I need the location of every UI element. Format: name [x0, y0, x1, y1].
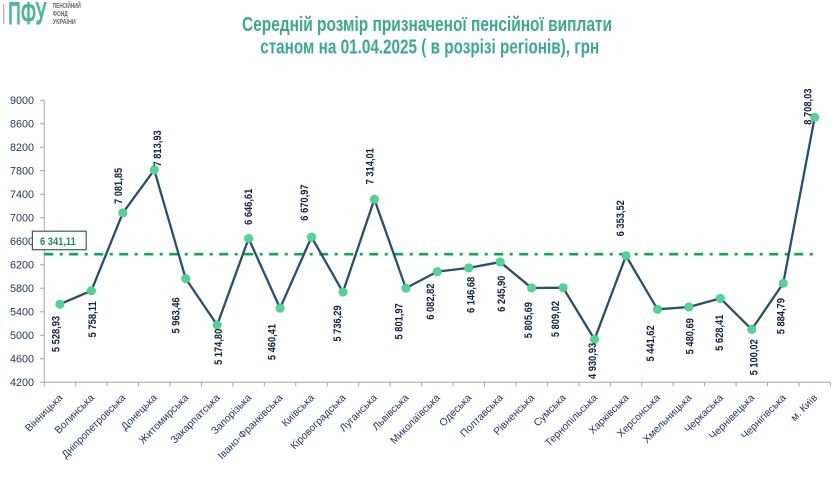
- svg-text:6 082,82: 6 082,82: [425, 283, 437, 319]
- svg-text:5 758,11: 5 758,11: [87, 301, 99, 337]
- svg-text:5 805,69: 5 805,69: [523, 302, 535, 338]
- svg-text:9000: 9000: [10, 95, 34, 107]
- svg-text:6600: 6600: [10, 236, 34, 248]
- svg-text:4 930,93: 4 930,93: [587, 343, 599, 379]
- svg-text:ПЕНСІЙНИЙ: ПЕНСІЙНИЙ: [53, 1, 81, 10]
- svg-text:5 628,41: 5 628,41: [714, 315, 726, 351]
- svg-text:6 353,52: 6 353,52: [615, 200, 627, 236]
- svg-text:5 963,46: 5 963,46: [170, 297, 182, 333]
- svg-text:5800: 5800: [10, 283, 34, 295]
- svg-text:5 801,97: 5 801,97: [393, 303, 405, 339]
- svg-text:4200: 4200: [10, 377, 34, 389]
- svg-text:5 884,79: 5 884,79: [775, 298, 787, 334]
- svg-text:ФОНД: ФОНД: [53, 11, 68, 18]
- svg-text:4600: 4600: [10, 354, 34, 366]
- svg-text:6 146,68: 6 146,68: [466, 277, 478, 313]
- svg-text:5 174,80: 5 174,80: [213, 329, 225, 365]
- svg-text:7 081,85: 7 081,85: [113, 168, 125, 204]
- svg-text:7 314,01: 7 314,01: [364, 148, 376, 184]
- svg-text:5 528,93: 5 528,93: [50, 316, 62, 352]
- svg-text:6200: 6200: [10, 260, 34, 272]
- svg-text:6 670,97: 6 670,97: [299, 184, 311, 220]
- svg-text:6 341,11: 6 341,11: [40, 236, 76, 248]
- svg-text:5400: 5400: [10, 307, 34, 319]
- svg-text:5 460,41: 5 460,41: [266, 324, 278, 360]
- svg-text:5000: 5000: [10, 330, 34, 342]
- svg-text:5 809,02: 5 809,02: [550, 301, 562, 337]
- svg-text:8 708,03: 8 708,03: [802, 88, 814, 124]
- svg-text:5 736,29: 5 736,29: [332, 305, 344, 341]
- svg-text:7400: 7400: [10, 189, 34, 201]
- svg-text:УКРАЇНИ: УКРАЇНИ: [53, 18, 76, 26]
- svg-text:5 100,02: 5 100,02: [748, 339, 760, 375]
- svg-text:6 646,61: 6 646,61: [243, 189, 255, 225]
- svg-text:8600: 8600: [10, 119, 34, 131]
- svg-text:5 480,69: 5 480,69: [684, 318, 696, 354]
- svg-text:8200: 8200: [10, 142, 34, 154]
- svg-text:6 245,90: 6 245,90: [496, 276, 508, 312]
- svg-text:7000: 7000: [10, 213, 34, 225]
- svg-text:5 441,62: 5 441,62: [645, 325, 657, 361]
- svg-text:7800: 7800: [10, 166, 34, 178]
- svg-text:7 813,93: 7 813,93: [152, 130, 164, 166]
- svg-text:станом на 01.04.2025 ( в розрі: станом на 01.04.2025 ( в розрізі регіоні…: [260, 35, 599, 58]
- svg-text:Середній розмір призначеної пе: Середній розмір призначеної пенсійної ви…: [242, 13, 612, 36]
- svg-text:ПФУ: ПФУ: [8, 0, 47, 32]
